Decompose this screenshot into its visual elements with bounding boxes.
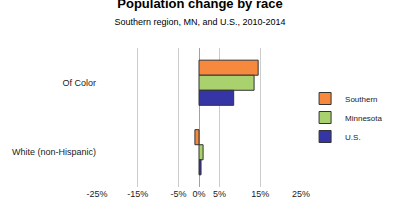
svg-text:U.S.: U.S. <box>345 133 361 142</box>
svg-text:0%: 0% <box>192 189 205 199</box>
svg-text:Population change by raceSouth: Population change by raceSouthern region… <box>114 0 285 27</box>
svg-text:15%: 15% <box>251 189 269 199</box>
svg-text:-25%: -25% <box>86 189 107 199</box>
svg-text:Of Color: Of Color <box>62 78 96 88</box>
svg-text:5%: 5% <box>213 189 226 199</box>
svg-text:White (non-Hispanic): White (non-Hispanic) <box>12 147 96 157</box>
svg-text:Southern: Southern <box>345 95 377 104</box>
svg-text:25%: 25% <box>292 189 310 199</box>
svg-text:Minnesota: Minnesota <box>345 114 382 123</box>
svg-text:-15%: -15% <box>127 189 148 199</box>
svg-text:-5%: -5% <box>171 189 187 199</box>
